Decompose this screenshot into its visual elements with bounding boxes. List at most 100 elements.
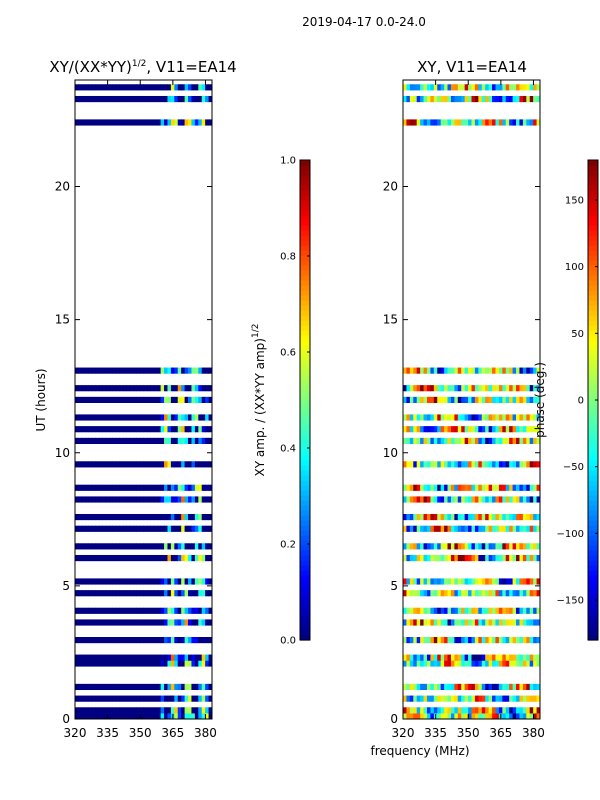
- amplitude-colorbar-step: [300, 180, 310, 186]
- amplitude-colorbar-step: [300, 380, 310, 386]
- amplitude-heatmap-cell: [122, 414, 127, 421]
- amplitude-heatmap-cell: [136, 713, 141, 720]
- phase-heatmap-cell: [468, 543, 472, 550]
- amplitude-heatmap-cell: [201, 619, 206, 626]
- phase-heatmap-cell: [444, 525, 448, 532]
- amplitude-heatmap-cell: [129, 660, 134, 667]
- amplitude-heatmap-cell: [188, 484, 192, 491]
- phase-heatmap-cell: [440, 683, 445, 691]
- phase-heatmap-cell: [457, 385, 462, 392]
- amplitude-heatmap-cell: [181, 437, 185, 444]
- amplitude-heatmap-cell: [129, 590, 134, 597]
- phase-heatmap-cell: [447, 95, 452, 103]
- amplitude-heatmap-cell: [78, 385, 83, 392]
- phase-heatmap-cell: [403, 619, 407, 626]
- amplitude-heatmap-cell: [194, 707, 199, 714]
- phase-heatmap-cell: [447, 525, 452, 532]
- amplitude-heatmap-cell: [198, 484, 203, 491]
- phase-heatmap-cell: [502, 590, 507, 597]
- amplitude-heatmap-cell: [150, 84, 155, 91]
- amplitude-heatmap-cell: [160, 654, 165, 661]
- phase-heatmap-cell: [495, 578, 500, 585]
- phase-heatmap-cell: [433, 578, 438, 585]
- phase-heatmap-cell: [498, 119, 503, 126]
- phase-heatmap-cell: [426, 695, 431, 702]
- amplitude-heatmap-cell: [208, 84, 213, 91]
- phase-heatmap-cell: [454, 607, 459, 614]
- amplitude-heatmap-cell: [105, 619, 110, 626]
- amplitude-heatmap-cell: [146, 119, 151, 126]
- amplitude-heatmap-cell: [112, 84, 117, 91]
- phase-heatmap-cell: [420, 396, 424, 403]
- phase-heatmap-cell: [447, 590, 452, 597]
- phase-heatmap-cell: [492, 607, 496, 614]
- phase-heatmap-cell: [447, 695, 452, 702]
- phase-heatmap-cell: [447, 496, 452, 503]
- phase-heatmap-cell: [464, 385, 469, 392]
- phase-heatmap-cell: [461, 396, 466, 403]
- amplitude-colorbar-step: [300, 620, 310, 626]
- phase-heatmap-cell: [471, 619, 476, 626]
- amplitude-heatmap-cell: [191, 461, 196, 468]
- amplitude-heatmap-cell: [198, 461, 203, 468]
- amplitude-heatmap-cell: [112, 660, 117, 667]
- amplitude-heatmap-cell: [136, 461, 141, 468]
- phase-heatmap-cell: [440, 513, 445, 521]
- amplitude-heatmap-cell: [153, 426, 158, 433]
- phase-heatmap-cell: [526, 554, 531, 562]
- amplitude-heatmap-cell: [95, 554, 100, 562]
- amplitude-heatmap-cell: [164, 437, 168, 444]
- phase-heatmap-cell: [478, 396, 483, 403]
- phase-heatmap-cell: [481, 619, 486, 626]
- amplitude-heatmap-cell: [146, 607, 151, 614]
- phase-heatmap-cell: [509, 525, 513, 532]
- phase-colorbar-step: [588, 615, 598, 621]
- amplitude-heatmap-cell: [95, 619, 100, 626]
- phase-heatmap-cell: [481, 426, 486, 433]
- amplitude-heatmap-cell: [95, 713, 100, 720]
- amplitude-heatmap-cell: [177, 637, 182, 644]
- phase-colorbar-step: [588, 450, 598, 456]
- amplitude-colorbar-frame: [299, 159, 311, 641]
- amplitude-heatmap-cell: [140, 513, 144, 521]
- amplitude-heatmap-cell: [157, 484, 162, 491]
- phase-heatmap-cells: [403, 84, 541, 720]
- phase-heatmap-cell: [478, 590, 483, 597]
- amplitude-heatmap-cell: [81, 119, 86, 126]
- phase-heatmap-cell: [409, 84, 414, 91]
- amplitude-heatmap-cell: [198, 95, 203, 103]
- amplitude-heatmap-cell: [122, 119, 127, 126]
- amplitude-heatmap-cell: [109, 461, 114, 468]
- phase-heatmap-cell: [526, 119, 531, 126]
- phase-heatmap-cell: [447, 619, 452, 626]
- amplitude-heatmap-cell: [208, 437, 213, 444]
- amplitude-heatmap-cell: [191, 396, 196, 403]
- amplitude-heatmap-cell: [126, 578, 131, 585]
- phase-heatmap-cell: [457, 513, 462, 521]
- amplitude-heatmap-cell: [164, 95, 168, 103]
- phase-heatmap-cell: [502, 637, 507, 644]
- phase-heatmap-cell: [529, 543, 534, 550]
- amplitude-heatmap-cell: [133, 554, 138, 562]
- amplitude-heatmap-cell: [75, 660, 79, 667]
- phase-heatmap-cell: [440, 637, 445, 644]
- amplitude-heatmap-cell: [177, 385, 182, 392]
- amplitude-heatmap-cell: [170, 607, 175, 614]
- amplitude-heatmap-cell: [170, 437, 175, 444]
- amplitude-heatmap-cell: [205, 437, 209, 444]
- phase-heatmap-cell: [461, 461, 466, 468]
- amplitude-colorbar-step: [300, 570, 310, 576]
- amplitude-heatmap-cell: [140, 713, 144, 720]
- phase-x-tick-label: 335: [424, 726, 447, 740]
- amplitude-heatmap-cell: [88, 95, 93, 103]
- amplitude-heatmap-cell: [133, 707, 138, 714]
- amplitude-heatmap-cell: [112, 525, 117, 532]
- phase-heatmap-cell: [440, 484, 445, 491]
- amplitude-heatmap-cell: [75, 619, 79, 626]
- amplitude-heatmap-cell: [201, 654, 206, 661]
- phase-heatmap-cell: [406, 84, 411, 91]
- phase-heatmap-cell: [457, 543, 462, 550]
- amplitude-heatmap-cell: [136, 513, 141, 521]
- phase-heatmap-cell: [464, 683, 469, 691]
- amplitude-heatmap-cell: [81, 578, 86, 585]
